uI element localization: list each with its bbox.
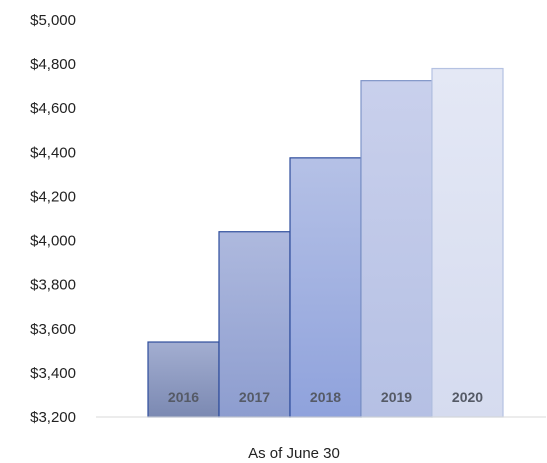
bar-2019 xyxy=(360,80,433,418)
y-tick-label: $3,600 xyxy=(30,321,76,338)
y-tick-label: $3,400 xyxy=(30,365,76,382)
y-axis-ticks: $3,200 $3,400 $3,600 $3,800 $4,000 $4,200 $4,4… xyxy=(30,12,76,426)
y-tick-label: $3,200 xyxy=(30,409,76,426)
x-axis-label: As of June 30 xyxy=(248,445,340,462)
category-label-2017: 2017 xyxy=(239,389,270,405)
y-tick-label: $4,000 xyxy=(30,233,76,250)
bar-2018 xyxy=(289,157,362,418)
bars xyxy=(147,67,504,418)
y-tick-label: $5,000 xyxy=(30,12,76,29)
category-label-2020: 2020 xyxy=(452,389,483,405)
y-tick-label: $4,400 xyxy=(30,144,76,161)
bar-2020 xyxy=(431,67,504,418)
bar-2016 xyxy=(147,341,220,418)
category-label-2019: 2019 xyxy=(381,389,412,405)
category-label-2018: 2018 xyxy=(310,389,341,405)
y-tick-label: $4,600 xyxy=(30,100,76,117)
bar-2017 xyxy=(218,231,291,418)
category-labels: 2016 2017 2018 2019 2020 xyxy=(168,389,483,405)
category-label-2016: 2016 xyxy=(168,389,199,405)
y-tick-label: $4,200 xyxy=(30,188,76,205)
y-tick-label: $3,800 xyxy=(30,277,76,294)
y-tick-label: $4,800 xyxy=(30,56,76,73)
